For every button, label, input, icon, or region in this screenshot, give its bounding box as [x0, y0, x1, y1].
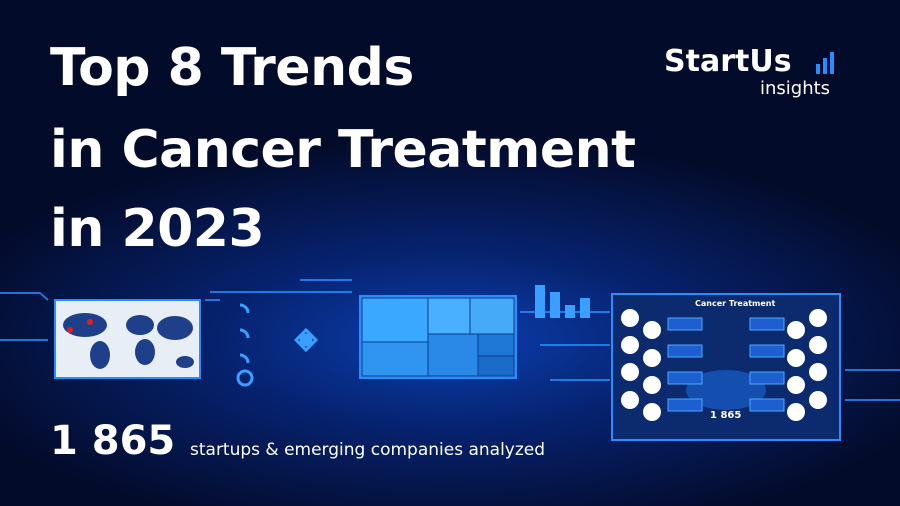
bars-icon: [535, 285, 590, 318]
bar: [550, 292, 560, 318]
box: [749, 371, 785, 385]
c: [621, 336, 639, 354]
box: [667, 398, 703, 412]
cell: [477, 355, 515, 377]
hex-icon: [293, 327, 319, 353]
stat-caption: startups & emerging companies analyzed: [190, 440, 546, 460]
bar: [830, 52, 834, 74]
c: [809, 309, 827, 327]
title-line: in 2023: [50, 199, 265, 259]
continent: [126, 315, 154, 335]
circuit: [520, 311, 610, 381]
c: [643, 376, 661, 394]
bar: [535, 285, 545, 318]
logo-tagline: insights: [760, 78, 831, 99]
box: [749, 344, 785, 358]
c: [621, 363, 639, 381]
c: [809, 391, 827, 409]
infographic-title: Cancer Treatment: [695, 299, 776, 308]
treemap-cells: [361, 297, 515, 377]
c: [809, 336, 827, 354]
cell: [477, 333, 515, 357]
trend-boxes: [667, 317, 785, 412]
bar: [816, 64, 820, 74]
map-dot: [67, 327, 73, 333]
continent: [90, 341, 110, 369]
cell: [427, 297, 471, 335]
title-line: Top 8 Trends: [50, 38, 414, 98]
cell: [361, 297, 429, 343]
c: [621, 391, 639, 409]
c: [787, 403, 805, 421]
stat-count: 1 865: [50, 418, 176, 464]
hex-dot: [299, 333, 313, 347]
continent: [157, 316, 193, 340]
gauge: [236, 369, 254, 387]
c: [643, 403, 661, 421]
bar: [823, 58, 827, 74]
gauge: [239, 328, 250, 339]
circuit: [0, 292, 49, 301]
box: [749, 317, 785, 331]
c: [787, 349, 805, 367]
bar: [565, 305, 575, 318]
continent: [135, 339, 155, 365]
logo-circles: [621, 309, 827, 421]
title-line: in Cancer Treatment: [50, 120, 636, 180]
map-shapes: [63, 313, 194, 369]
c: [787, 321, 805, 339]
box: [667, 317, 703, 331]
circuit: [845, 369, 900, 401]
gauge: [239, 303, 250, 314]
continent: [63, 313, 107, 337]
box: [749, 398, 785, 412]
box: [667, 344, 703, 358]
infographic-count: 1 865: [710, 410, 742, 421]
cell: [361, 341, 429, 377]
gauge: [239, 353, 250, 364]
continent: [176, 356, 194, 368]
c: [621, 309, 639, 327]
circuit: [205, 279, 352, 301]
bar: [580, 298, 590, 318]
gauges: [236, 303, 319, 387]
glow: [686, 370, 766, 410]
cell: [469, 297, 515, 335]
c: [643, 321, 661, 339]
map-dot: [87, 319, 93, 325]
logo-bars: [816, 52, 834, 74]
c: [787, 376, 805, 394]
c: [809, 363, 827, 381]
logo-name: StartUs: [664, 44, 792, 79]
c: [643, 349, 661, 367]
cell: [427, 333, 479, 377]
box: [667, 371, 703, 385]
